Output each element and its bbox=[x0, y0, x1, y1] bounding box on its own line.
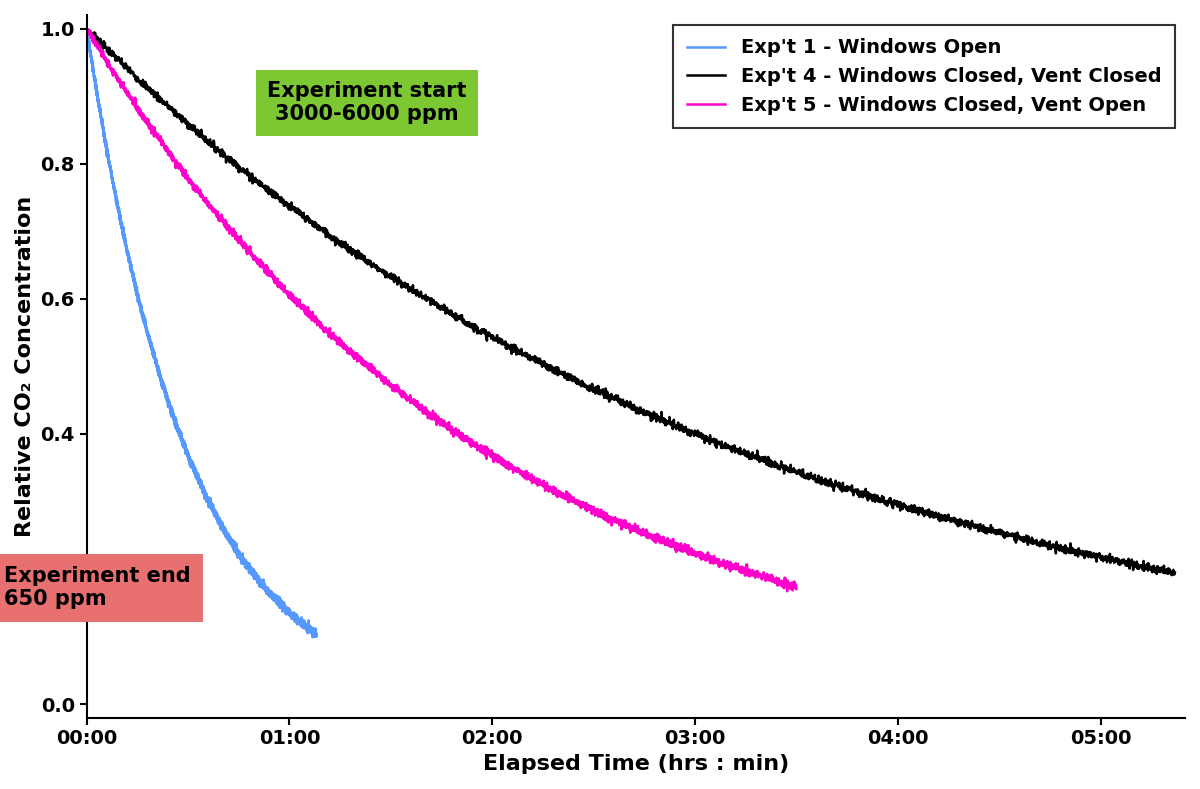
Exp't 4 - Windows Closed, Vent Closed bbox=[1164, 570, 1178, 580]
Exp't 4 - Windows Closed, Vent Closed bbox=[1168, 567, 1182, 577]
Exp't 4 - Windows Closed, Vent Closed bbox=[1030, 537, 1044, 547]
Exp't 4 - Windows Closed, Vent Closed bbox=[497, 338, 511, 348]
Y-axis label: Relative CO₂ Concentration: Relative CO₂ Concentration bbox=[14, 196, 35, 537]
Exp't 5 - Windows Closed, Vent Open bbox=[780, 586, 794, 596]
Exp't 1 - Windows Open bbox=[310, 630, 324, 639]
Exp't 1 - Windows Open bbox=[119, 247, 133, 256]
Exp't 5 - Windows Closed, Vent Open bbox=[775, 578, 790, 587]
X-axis label: Elapsed Time (hrs : min): Elapsed Time (hrs : min) bbox=[482, 754, 788, 774]
Exp't 1 - Windows Open bbox=[106, 178, 120, 187]
Exp't 5 - Windows Closed, Vent Open bbox=[698, 555, 713, 565]
Exp't 1 - Windows Open bbox=[79, 24, 94, 33]
Exp't 5 - Windows Closed, Vent Open bbox=[161, 145, 175, 155]
Legend: Exp't 1 - Windows Open, Exp't 4 - Windows Closed, Vent Closed, Exp't 5 - Windows: Exp't 1 - Windows Open, Exp't 4 - Window… bbox=[673, 24, 1175, 129]
Exp't 5 - Windows Closed, Vent Open bbox=[352, 354, 366, 364]
Exp't 5 - Windows Closed, Vent Open bbox=[79, 24, 94, 33]
Exp't 1 - Windows Open bbox=[305, 633, 319, 642]
Exp't 4 - Windows Closed, Vent Closed bbox=[544, 361, 558, 371]
Exp't 5 - Windows Closed, Vent Open bbox=[203, 202, 217, 211]
Line: Exp't 5 - Windows Closed, Vent Open: Exp't 5 - Windows Closed, Vent Open bbox=[86, 28, 797, 591]
Exp't 4 - Windows Closed, Vent Closed bbox=[1146, 563, 1160, 572]
Exp't 4 - Windows Closed, Vent Closed bbox=[269, 193, 283, 203]
Text: Experiment start
3000-6000 ppm: Experiment start 3000-6000 ppm bbox=[268, 81, 467, 125]
Line: Exp't 1 - Windows Open: Exp't 1 - Windows Open bbox=[86, 28, 317, 638]
Exp't 1 - Windows Open bbox=[178, 443, 192, 452]
Line: Exp't 4 - Windows Closed, Vent Closed: Exp't 4 - Windows Closed, Vent Closed bbox=[86, 28, 1175, 575]
Exp't 4 - Windows Closed, Vent Closed bbox=[204, 142, 218, 151]
Exp't 5 - Windows Closed, Vent Open bbox=[383, 380, 397, 390]
Exp't 1 - Windows Open bbox=[280, 606, 294, 615]
Text: Experiment end
650 ppm: Experiment end 650 ppm bbox=[5, 566, 191, 609]
Exp't 4 - Windows Closed, Vent Closed bbox=[79, 24, 94, 33]
Exp't 5 - Windows Closed, Vent Open bbox=[790, 585, 804, 594]
Exp't 1 - Windows Open bbox=[305, 624, 319, 634]
Exp't 1 - Windows Open bbox=[168, 418, 182, 428]
